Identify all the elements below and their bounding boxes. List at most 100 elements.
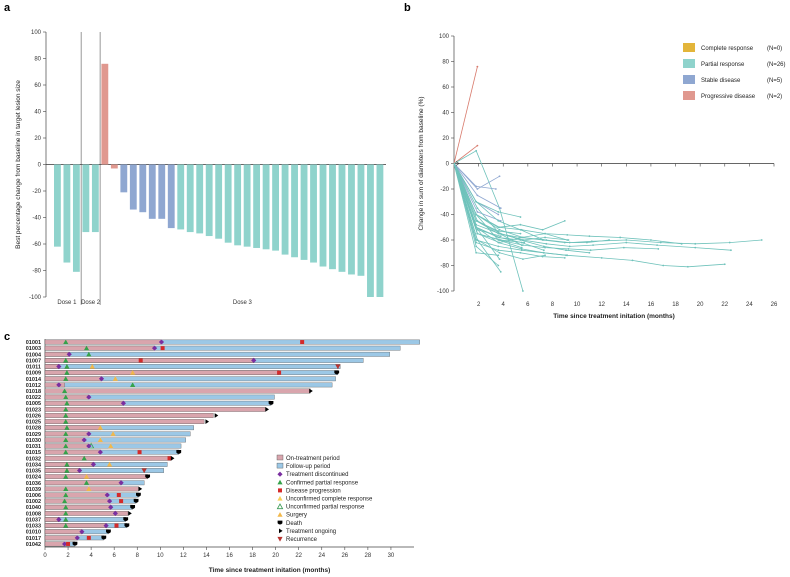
on-treatment-bar	[44, 486, 139, 492]
waterfall-bar	[91, 164, 99, 233]
event-discontinued	[76, 467, 83, 474]
x-tick-label-c: 30	[388, 553, 395, 559]
waterfall-bar	[139, 164, 147, 213]
spider-point	[498, 236, 501, 239]
patient-id: 01009	[26, 371, 41, 377]
event-confirmedPR	[63, 504, 69, 510]
on-treatment-bar	[44, 400, 124, 406]
spider-point	[544, 236, 546, 239]
legend-label-c: Unconfirmed complete response	[286, 497, 373, 503]
waterfall-bar	[272, 164, 280, 251]
x-tick-label-c: 6	[113, 553, 117, 559]
spider-point	[542, 249, 545, 252]
spider-point	[566, 234, 569, 236]
patient-id: 01002	[26, 499, 41, 505]
patient-id: 01022	[26, 395, 41, 401]
event-surgery	[97, 437, 103, 443]
y-tick-label-a: -60	[32, 242, 41, 248]
spider-point	[544, 246, 546, 249]
event-surgery	[89, 363, 95, 369]
on-treatment-bar	[44, 388, 311, 394]
spider-line	[453, 163, 569, 241]
patient-id: 01012	[26, 383, 41, 389]
spider-point	[542, 251, 545, 254]
on-treatment-bar	[44, 541, 65, 547]
spider-point	[619, 236, 622, 239]
x-tick-label-c: 4	[89, 553, 93, 559]
waterfall-bar	[329, 164, 336, 270]
x-tick-label-c: 10	[157, 553, 164, 559]
on-treatment-bar	[44, 529, 83, 535]
y-tick-label-b: 0	[446, 162, 450, 168]
event-recurrence	[335, 364, 341, 370]
patient-id: 01029	[26, 432, 41, 438]
spider-point	[497, 230, 500, 232]
event-progression	[114, 523, 119, 528]
patient-id: 01037	[26, 517, 41, 523]
dose-group-label: Dose 2	[81, 300, 101, 306]
on-treatment-bar	[44, 468, 80, 473]
legend-swatch-b	[683, 91, 695, 100]
event-confirmedPR	[64, 467, 70, 473]
event-discontinued	[103, 522, 109, 529]
x-tick-label-c: 8	[136, 553, 140, 559]
event-confirmedPR	[62, 498, 68, 504]
event-death	[268, 401, 274, 405]
legend-count-b: (N=26)	[767, 62, 786, 68]
spider-line	[453, 66, 478, 164]
event-surgery	[108, 443, 114, 449]
waterfall-bar	[196, 164, 204, 234]
event-discontinued	[86, 394, 92, 400]
spider-point	[476, 194, 479, 197]
spider-line	[453, 163, 565, 259]
y-tick-label-b: -100	[437, 289, 450, 295]
patient-id: 01003	[26, 346, 41, 352]
spider-point	[498, 175, 501, 178]
legend-label-c: Treatment discontinued	[286, 472, 348, 478]
event-confirmedPR	[63, 394, 69, 400]
event-surgery	[86, 486, 92, 491]
spider-point	[563, 219, 566, 222]
event-death	[133, 498, 139, 503]
legend-label-c: On-treatment period	[286, 456, 340, 462]
legend-count-b: (N=2)	[767, 94, 782, 100]
event-discontinued	[56, 516, 62, 523]
spider-point	[650, 239, 652, 241]
patient-id: 01018	[26, 389, 41, 395]
event-discontinued	[106, 498, 113, 504]
waterfall-bar	[148, 164, 156, 219]
spider-point	[723, 263, 726, 266]
x-tick-label-c: 16	[226, 553, 233, 559]
legend-marker-c	[277, 471, 283, 477]
spider-point	[588, 251, 591, 254]
x-tick-label-c: 26	[341, 553, 348, 559]
spider-point	[588, 235, 591, 238]
waterfall-bar	[281, 164, 289, 255]
spider-point	[520, 236, 523, 239]
event-progression	[277, 370, 282, 375]
event-confirmedPR	[63, 449, 69, 455]
spider-point	[476, 211, 479, 213]
spider-line	[453, 163, 682, 245]
event-death	[136, 492, 141, 497]
on-treatment-bar	[44, 345, 155, 351]
waterfall-bar	[262, 164, 270, 250]
patient-id: 01031	[26, 444, 41, 450]
event-confirmedPR	[130, 382, 136, 387]
on-treatment-bar	[44, 455, 171, 461]
event-discontinued	[86, 431, 92, 437]
event-confirmedPR	[83, 480, 90, 485]
x-tick-label-c: 2	[66, 553, 70, 559]
event-progression	[137, 450, 142, 455]
spider-point	[657, 248, 660, 250]
spider-point	[656, 244, 658, 247]
on-treatment-bar	[44, 382, 65, 388]
spider-point	[497, 245, 500, 248]
event-surgery	[130, 370, 136, 375]
spider-point	[476, 207, 479, 210]
spider-point	[476, 144, 479, 147]
spider-line	[453, 163, 567, 256]
spider-point	[566, 254, 569, 257]
event-discontinued	[62, 541, 68, 547]
event-death	[130, 505, 136, 509]
